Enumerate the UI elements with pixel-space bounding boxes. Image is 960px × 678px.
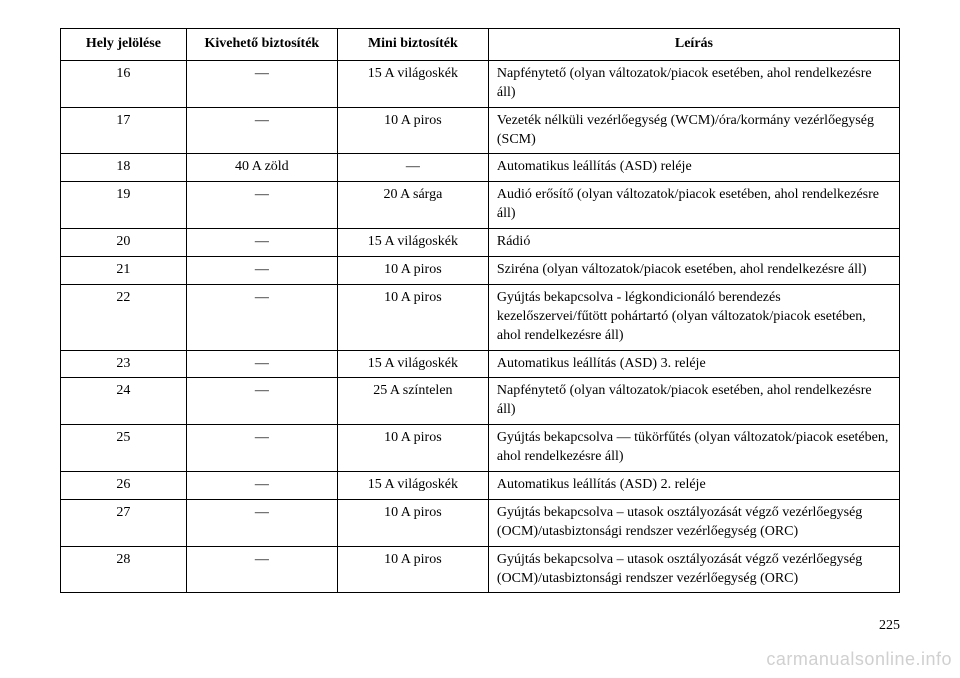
cell-cartridge-fuse: — xyxy=(186,499,337,546)
header-col1: Hely jelölése xyxy=(61,29,187,61)
cell-cartridge-fuse: 40 A zöld xyxy=(186,154,337,182)
header-col4: Leírás xyxy=(488,29,899,61)
table-header-row: Hely jelölése Kivehető biztosíték Mini b… xyxy=(61,29,900,61)
cell-cartridge-fuse: — xyxy=(186,257,337,285)
cell-description: Vezeték nélküli vezérlőegység (WCM)/óra/… xyxy=(488,107,899,154)
cell-mini-fuse: 10 A piros xyxy=(337,284,488,350)
table-row: 20—15 A világoskékRádió xyxy=(61,229,900,257)
table-row: 28—10 A pirosGyújtás bekapcsolva – utaso… xyxy=(61,546,900,593)
page-number: 225 xyxy=(879,618,900,634)
watermark: carmanualsonline.info xyxy=(766,649,952,670)
cell-cartridge-fuse: — xyxy=(186,546,337,593)
cell-description: Gyújtás bekapcsolva – utasok osztályozás… xyxy=(488,499,899,546)
header-col3: Mini biztosíték xyxy=(337,29,488,61)
cell-location: 27 xyxy=(61,499,187,546)
cell-description: Napfénytető (olyan változatok/piacok ese… xyxy=(488,60,899,107)
cell-cartridge-fuse: — xyxy=(186,350,337,378)
table-row: 19—20 A sárgaAudió erősítő (olyan változ… xyxy=(61,182,900,229)
cell-description: Audió erősítő (olyan változatok/piacok e… xyxy=(488,182,899,229)
table-row: 25—10 A pirosGyújtás bekapcsolva — tükör… xyxy=(61,425,900,472)
cell-location: 24 xyxy=(61,378,187,425)
table-row: 21—10 A pirosSziréna (olyan változatok/p… xyxy=(61,257,900,285)
header-col2: Kivehető biztosíték xyxy=(186,29,337,61)
cell-mini-fuse: 25 A színtelen xyxy=(337,378,488,425)
cell-description: Automatikus leállítás (ASD) 3. reléje xyxy=(488,350,899,378)
table-row: 24—25 A színtelenNapfénytető (olyan vált… xyxy=(61,378,900,425)
cell-location: 26 xyxy=(61,472,187,500)
cell-mini-fuse: 20 A sárga xyxy=(337,182,488,229)
table-row: 17—10 A pirosVezeték nélküli vezérlőegys… xyxy=(61,107,900,154)
cell-cartridge-fuse: — xyxy=(186,425,337,472)
cell-location: 21 xyxy=(61,257,187,285)
page-container: Hely jelölése Kivehető biztosíték Mini b… xyxy=(0,0,960,593)
table-row: 27—10 A pirosGyújtás bekapcsolva – utaso… xyxy=(61,499,900,546)
cell-mini-fuse: 10 A piros xyxy=(337,257,488,285)
cell-description: Gyújtás bekapcsolva - légkondicionáló be… xyxy=(488,284,899,350)
table-row: 1840 A zöld—Automatikus leállítás (ASD) … xyxy=(61,154,900,182)
cell-mini-fuse: — xyxy=(337,154,488,182)
cell-mini-fuse: 10 A piros xyxy=(337,425,488,472)
table-body: 16—15 A világoskékNapfénytető (olyan vál… xyxy=(61,60,900,593)
cell-location: 23 xyxy=(61,350,187,378)
cell-mini-fuse: 10 A piros xyxy=(337,546,488,593)
cell-location: 25 xyxy=(61,425,187,472)
cell-cartridge-fuse: — xyxy=(186,284,337,350)
cell-description: Automatikus leállítás (ASD) reléje xyxy=(488,154,899,182)
cell-location: 20 xyxy=(61,229,187,257)
cell-mini-fuse: 15 A világoskék xyxy=(337,472,488,500)
cell-description: Napfénytető (olyan változatok/piacok ese… xyxy=(488,378,899,425)
cell-description: Sziréna (olyan változatok/piacok esetébe… xyxy=(488,257,899,285)
cell-description: Rádió xyxy=(488,229,899,257)
cell-mini-fuse: 15 A világoskék xyxy=(337,350,488,378)
cell-cartridge-fuse: — xyxy=(186,182,337,229)
cell-location: 19 xyxy=(61,182,187,229)
cell-cartridge-fuse: — xyxy=(186,472,337,500)
cell-description: Gyújtás bekapcsolva — tükörfűtés (olyan … xyxy=(488,425,899,472)
table-row: 26—15 A világoskékAutomatikus leállítás … xyxy=(61,472,900,500)
cell-location: 16 xyxy=(61,60,187,107)
table-row: 16—15 A világoskékNapfénytető (olyan vál… xyxy=(61,60,900,107)
cell-mini-fuse: 10 A piros xyxy=(337,107,488,154)
cell-mini-fuse: 15 A világoskék xyxy=(337,60,488,107)
cell-mini-fuse: 15 A világoskék xyxy=(337,229,488,257)
cell-cartridge-fuse: — xyxy=(186,107,337,154)
cell-location: 17 xyxy=(61,107,187,154)
cell-description: Automatikus leállítás (ASD) 2. reléje xyxy=(488,472,899,500)
cell-cartridge-fuse: — xyxy=(186,229,337,257)
fuse-table: Hely jelölése Kivehető biztosíték Mini b… xyxy=(60,28,900,593)
table-row: 22—10 A pirosGyújtás bekapcsolva - légko… xyxy=(61,284,900,350)
cell-description: Gyújtás bekapcsolva – utasok osztályozás… xyxy=(488,546,899,593)
table-row: 23—15 A világoskékAutomatikus leállítás … xyxy=(61,350,900,378)
cell-location: 22 xyxy=(61,284,187,350)
cell-mini-fuse: 10 A piros xyxy=(337,499,488,546)
table-header: Hely jelölése Kivehető biztosíték Mini b… xyxy=(61,29,900,61)
cell-cartridge-fuse: — xyxy=(186,378,337,425)
cell-location: 18 xyxy=(61,154,187,182)
cell-cartridge-fuse: — xyxy=(186,60,337,107)
cell-location: 28 xyxy=(61,546,187,593)
